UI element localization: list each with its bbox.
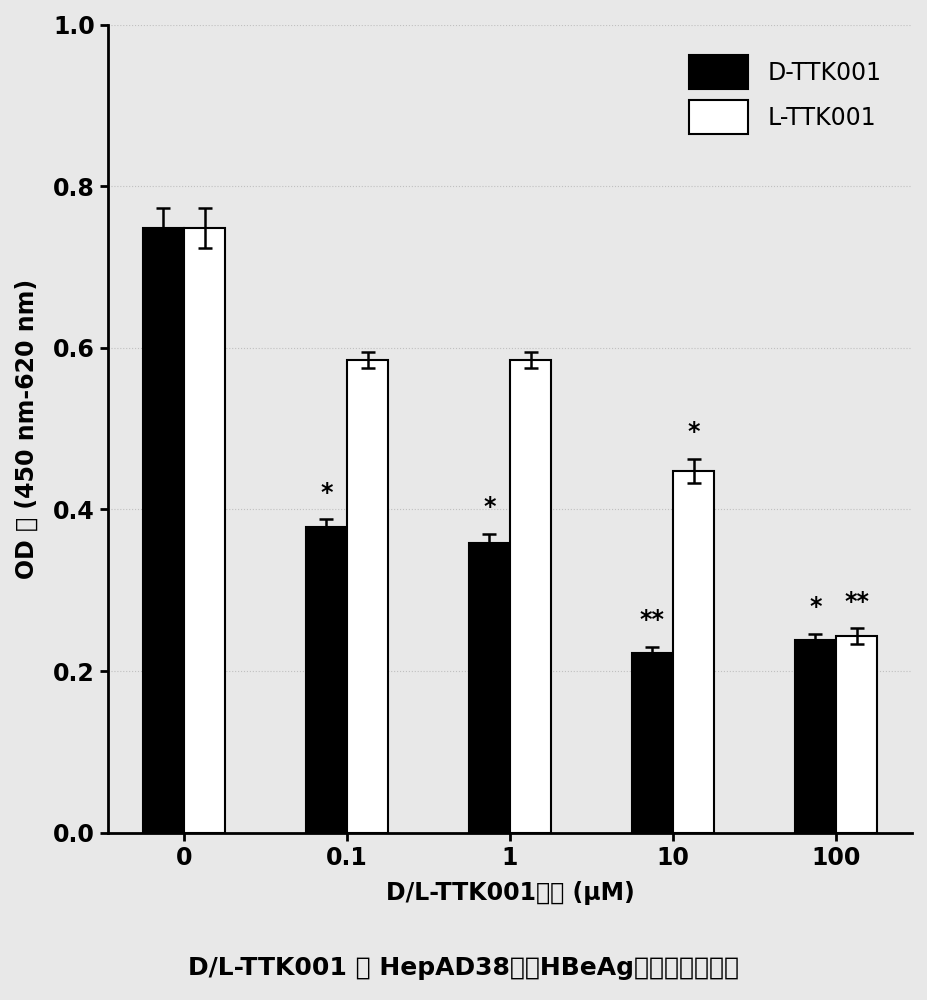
Text: D/L-TTK001 对 HepAD38细胳HBeAg分泌的抑制作用: D/L-TTK001 对 HepAD38细胳HBeAg分泌的抑制作用: [188, 956, 739, 980]
X-axis label: D/L-TTK001浓度 (μM): D/L-TTK001浓度 (μM): [386, 881, 634, 905]
Bar: [794, 640, 836, 833]
Bar: [469, 543, 510, 833]
Text: **: **: [640, 608, 665, 632]
Text: *: *: [809, 595, 821, 619]
Bar: [510, 360, 552, 833]
Bar: [184, 228, 225, 833]
Bar: [347, 360, 388, 833]
Legend: D-TTK001, L-TTK001: D-TTK001, L-TTK001: [670, 36, 900, 153]
Text: *: *: [687, 420, 700, 444]
Bar: [673, 471, 714, 833]
Bar: [306, 527, 347, 833]
Bar: [836, 636, 877, 833]
Text: **: **: [844, 590, 870, 614]
Y-axis label: OD 値 (450 nm-620 nm): OD 値 (450 nm-620 nm): [15, 279, 39, 579]
Bar: [631, 653, 673, 833]
Text: *: *: [483, 495, 496, 519]
Text: *: *: [320, 481, 333, 505]
Bar: [143, 228, 184, 833]
